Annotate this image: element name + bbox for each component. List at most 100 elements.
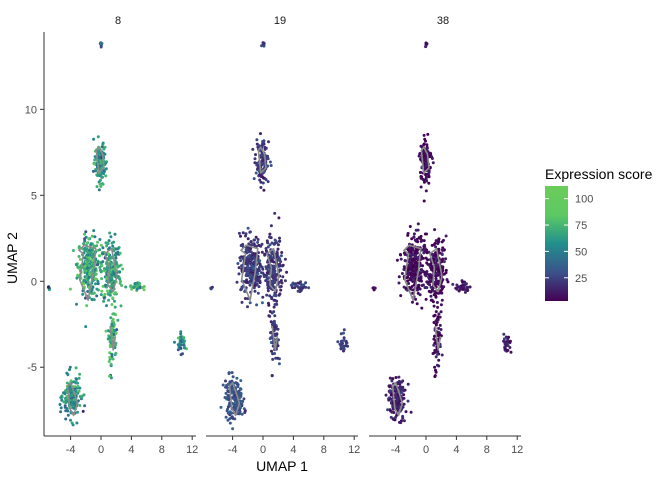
data-point xyxy=(266,241,270,245)
data-point xyxy=(226,407,229,411)
data-point xyxy=(459,284,463,288)
data-point xyxy=(111,317,115,321)
data-point xyxy=(404,259,407,263)
data-point xyxy=(63,392,67,396)
data-point xyxy=(105,289,109,293)
data-point xyxy=(249,279,253,283)
data-point xyxy=(283,279,287,283)
data-point xyxy=(419,171,422,174)
data-point xyxy=(265,273,269,277)
data-point xyxy=(411,300,414,304)
data-point xyxy=(77,255,81,258)
data-point xyxy=(437,237,441,241)
data-point xyxy=(445,278,449,282)
data-point xyxy=(83,239,87,243)
data-point xyxy=(280,251,284,254)
data-point xyxy=(256,240,260,244)
data-point xyxy=(240,412,244,416)
data-point xyxy=(239,400,243,403)
data-point xyxy=(181,343,185,347)
data-point xyxy=(408,225,412,228)
data-point xyxy=(258,178,262,182)
data-point xyxy=(252,252,256,255)
data-point xyxy=(423,247,427,250)
cluster-top-dot xyxy=(98,41,104,49)
data-point xyxy=(236,262,240,265)
data-point xyxy=(276,247,280,251)
data-point xyxy=(77,376,81,380)
data-point xyxy=(91,169,95,173)
data-point xyxy=(249,240,253,244)
data-point xyxy=(108,355,112,359)
data-point xyxy=(422,133,426,137)
data-point xyxy=(251,266,255,270)
data-point xyxy=(422,142,426,146)
data-point xyxy=(74,366,78,370)
y-tick-label: 10 xyxy=(25,104,37,116)
data-point xyxy=(107,360,111,363)
data-point xyxy=(111,270,115,274)
data-point xyxy=(253,244,257,247)
data-point xyxy=(176,348,180,352)
x-tick-label: 12 xyxy=(511,444,523,456)
data-point xyxy=(391,377,395,381)
data-point xyxy=(259,180,263,184)
data-point xyxy=(428,151,432,155)
data-point xyxy=(418,287,422,291)
data-point xyxy=(278,239,282,243)
x-tick-label: 8 xyxy=(484,444,490,456)
data-point xyxy=(101,141,105,145)
x-tick-label: 8 xyxy=(321,444,327,456)
data-point xyxy=(261,181,265,185)
data-point xyxy=(342,338,346,342)
data-point xyxy=(237,272,241,276)
data-point xyxy=(110,322,114,326)
data-point xyxy=(429,280,432,284)
cluster-left-dot xyxy=(371,286,377,292)
data-point xyxy=(442,285,446,289)
data-point xyxy=(442,272,446,276)
x-tick-label: 0 xyxy=(260,444,266,456)
point-cloud xyxy=(371,41,513,425)
data-point xyxy=(108,231,112,235)
data-point xyxy=(255,138,259,142)
data-point xyxy=(339,339,343,343)
contour-bottom-left xyxy=(66,381,79,417)
point-cloud xyxy=(209,41,350,431)
data-point xyxy=(96,135,100,139)
data-point xyxy=(265,293,269,297)
data-point xyxy=(250,276,254,280)
data-point xyxy=(179,330,183,334)
data-point xyxy=(468,285,472,289)
data-point xyxy=(239,259,243,263)
x-tick-label: 12 xyxy=(348,444,360,456)
data-point xyxy=(432,314,436,318)
y-tick-label: -5 xyxy=(27,362,37,374)
data-point xyxy=(235,376,239,380)
data-point xyxy=(245,280,249,284)
data-point xyxy=(412,235,416,239)
data-point xyxy=(105,244,109,248)
data-point xyxy=(462,285,466,289)
data-point xyxy=(425,280,429,284)
data-point xyxy=(506,337,510,341)
data-point xyxy=(289,283,293,287)
data-point xyxy=(432,337,436,341)
data-point xyxy=(414,260,418,264)
data-point xyxy=(299,285,303,289)
data-point xyxy=(423,232,427,236)
data-point xyxy=(93,277,97,281)
data-point xyxy=(433,365,437,369)
data-point xyxy=(421,264,424,268)
data-point xyxy=(423,286,427,290)
data-point xyxy=(442,238,445,242)
data-point xyxy=(83,237,87,241)
cluster-right-main xyxy=(96,231,125,320)
data-point xyxy=(437,358,441,362)
data-point xyxy=(407,267,410,271)
data-point xyxy=(135,281,139,285)
data-point xyxy=(508,339,512,343)
data-point xyxy=(266,245,270,249)
data-point xyxy=(69,379,73,383)
cluster-left-dot xyxy=(209,285,214,291)
